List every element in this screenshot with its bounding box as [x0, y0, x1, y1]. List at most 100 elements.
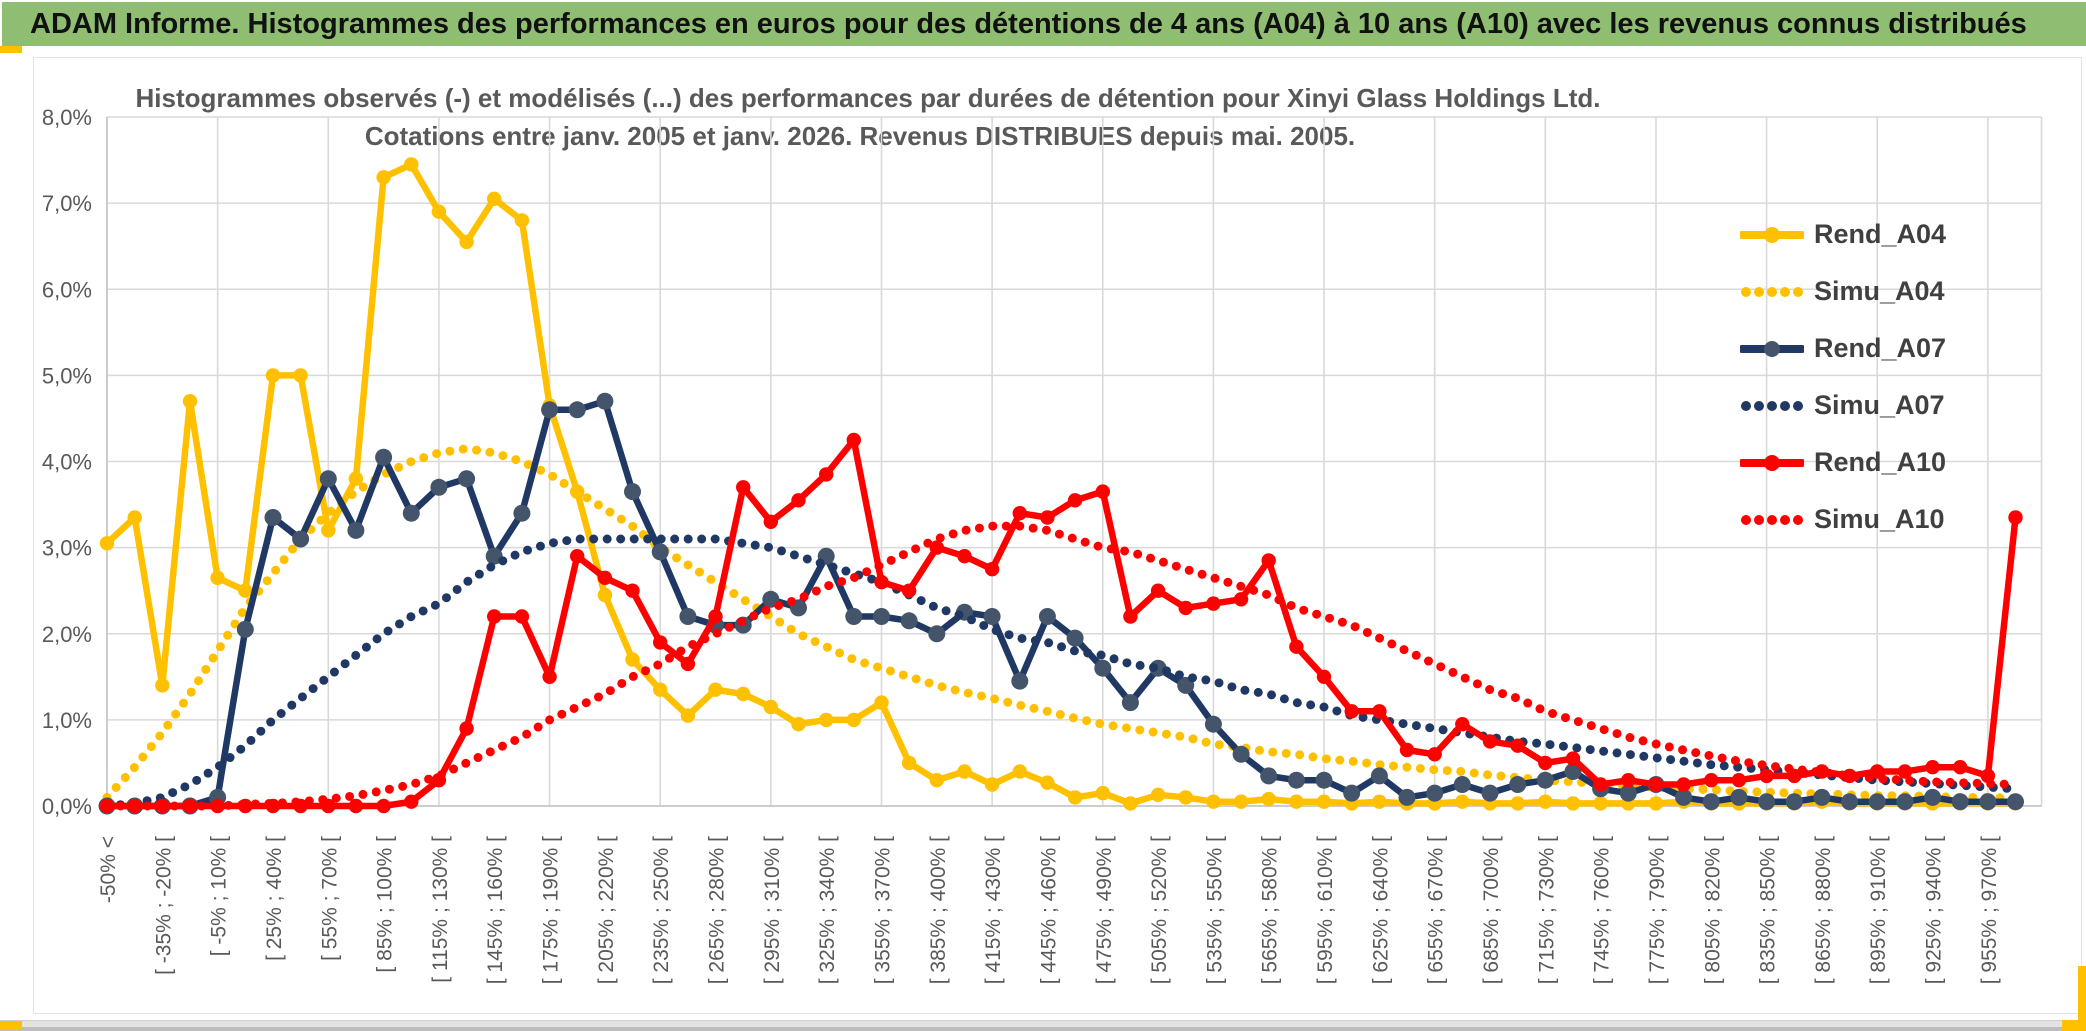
series-Rend_A07: [103, 397, 2019, 810]
series-Rend_A04-marker: [99, 536, 115, 551]
series-Rend_A04-marker: [1040, 775, 1055, 790]
x-tick-label: [ 625% ; 640% [: [1369, 836, 1392, 984]
legend-sample-solid-icon: [1740, 454, 1804, 471]
accent-gold-bottom-left: [0, 1021, 22, 1029]
series-Rend_A04-marker: [1372, 794, 1387, 809]
x-tick-label: [ 85% ; 100% [: [374, 836, 397, 973]
series-Rend_A07-marker: [1094, 659, 1112, 677]
y-tick-label: 3,0%: [42, 536, 92, 561]
series-Rend_A07-marker: [1038, 608, 1056, 625]
bottom-strip-shade: [0, 1027, 2086, 1031]
x-tick-label: [ -35% ; -20% [: [152, 836, 175, 975]
series-Rend_A10-marker: [542, 669, 557, 684]
series-Rend_A07-marker: [1841, 793, 1859, 811]
series-Rend_A04-marker: [1510, 796, 1525, 811]
series-Rend_A07-marker: [1813, 788, 1831, 806]
header-bar: ADAM Informe. Histogrammes des performan…: [2, 2, 2086, 46]
series-Rend_A04-marker: [459, 234, 474, 250]
series-Rend_A07-marker: [1730, 788, 1748, 806]
x-tick-label: -50% <: [97, 836, 120, 903]
series-Rend_A04-marker: [514, 213, 530, 228]
series-Rend_A10-marker: [653, 635, 668, 650]
series-Rend_A10-marker: [1510, 738, 1525, 753]
series-Rend_A04-marker: [487, 191, 502, 206]
legend-item-Simu_A07: Simu_A07: [1740, 377, 1946, 434]
x-tick-label: [ 925% ; 940% [: [1923, 836, 1946, 984]
series-Rend_A10-marker: [1372, 704, 1387, 719]
series-Rend_A04-marker: [929, 773, 944, 788]
x-tick-label: [ 805% ; 820% [: [1701, 836, 1724, 984]
legend-item-Rend_A07: Rend_A07: [1740, 320, 1946, 377]
series-Rend_A10-marker: [929, 540, 944, 555]
series-Rend_A04-marker: [404, 157, 419, 172]
x-tick-label: [ 265% ; 280% [: [706, 836, 729, 984]
series-Rend_A10-marker: [1593, 777, 1608, 792]
series-Simu_A04: [102, 444, 2020, 803]
series-Rend_A07-marker: [900, 612, 918, 630]
y-tick-label: 0,0%: [42, 794, 92, 819]
series-Rend_A10-marker: [570, 549, 585, 564]
series-Rend_A07-marker: [651, 543, 669, 561]
series-Rend_A10-marker: [1565, 751, 1581, 766]
series-Rend_A10-marker: [376, 798, 391, 814]
accent-gold-bottom-right: [2062, 1020, 2086, 1031]
x-tick-label: [ 295% ; 310% [: [761, 836, 784, 984]
series-Rend_A10-marker: [846, 432, 861, 448]
x-tick-label: [ 25% ; 40% [: [263, 836, 286, 961]
accent-gold-top-left: [0, 46, 22, 53]
legend-sample-solid-icon: [1740, 226, 1804, 243]
series-Rend_A04-marker: [265, 368, 281, 383]
x-tick-label: [ 235% ; 250% [: [650, 836, 673, 984]
series-Rend_A10-marker: [1399, 742, 1415, 758]
legend-label: Rend_A04: [1814, 219, 1947, 249]
x-tick-label: [ 55% ; 70% [: [318, 836, 341, 961]
legend-item-Rend_A04: Rend_A04: [1740, 206, 1946, 263]
series-Rend_A10-marker: [1704, 773, 1719, 788]
series-Rend_A04-marker: [984, 777, 1000, 792]
x-tick-label: [ 685% ; 700% [: [1480, 836, 1503, 984]
series-Rend_A07-marker: [1758, 793, 1776, 811]
series-Rend_A04-marker: [376, 170, 391, 185]
series-Rend_A07-marker: [845, 608, 863, 625]
series-Rend_A04-marker: [1648, 796, 1664, 811]
series-Rend_A07-marker: [1564, 763, 1582, 780]
legend-label: Simu_A07: [1814, 390, 1945, 420]
series-Rend_A10-marker: [404, 794, 419, 809]
series-Rend_A04-marker: [1455, 794, 1470, 809]
series-Rend_A10-marker: [984, 562, 1000, 577]
series-Rend_A10-marker: [1953, 760, 1968, 775]
series-Rend_A07-marker: [541, 401, 559, 419]
y-tick-label: 8,0%: [42, 105, 92, 130]
series-Rend_A07-marker: [1066, 629, 1084, 647]
series-Rend_A07-marker: [679, 608, 697, 625]
series-Rend_A10-marker: [1427, 747, 1442, 762]
chart-title-line2: Cotations entre janv. 2005 et janv. 2026…: [364, 121, 1356, 151]
chart-legend: Rend_A04 Simu_A04 Rend_A07 Simu_A07 Rend_A10…: [1740, 206, 1946, 548]
series-Rend_A04-marker: [1012, 764, 1027, 779]
series-Rend_A10-marker: [459, 721, 474, 736]
legend-item-Rend_A10: Rend_A10: [1740, 434, 1946, 491]
series-Rend_A04-marker: [1261, 791, 1276, 807]
series-Rend_A04-marker: [1233, 794, 1249, 809]
series-Rend_A07-marker: [1370, 767, 1388, 785]
series-Rend_A04-marker: [127, 510, 142, 525]
series-Rend_A04-marker: [1178, 790, 1193, 805]
series-Rend_A10-marker: [791, 493, 806, 508]
series-Rend_A07-marker: [513, 504, 531, 522]
y-tick-label: 5,0%: [42, 363, 92, 388]
series-Rend_A10-marker: [1731, 773, 1747, 788]
series-Rend_A04-marker: [819, 712, 834, 728]
x-tick-label: [ 745% ; 760% [: [1591, 836, 1614, 984]
series-Rend_A10-marker: [1621, 773, 1636, 788]
series-Rend_A07-marker: [264, 509, 282, 526]
series-Rend_A10-marker: [1233, 592, 1249, 607]
series-Rend_A04-marker: [293, 368, 308, 383]
series-Rend_A04-marker: [321, 523, 336, 538]
x-tick-label: [ 115% ; 130% [: [429, 836, 452, 983]
x-tick-label: [ 535% ; 550% [: [1203, 836, 1226, 984]
x-tick-label: [ 475% ; 490% [: [1093, 836, 1116, 984]
series-Rend_A04-marker: [1206, 794, 1221, 809]
series-Rend_A04-marker: [763, 699, 778, 715]
series-Rend_A04-marker: [625, 652, 640, 667]
